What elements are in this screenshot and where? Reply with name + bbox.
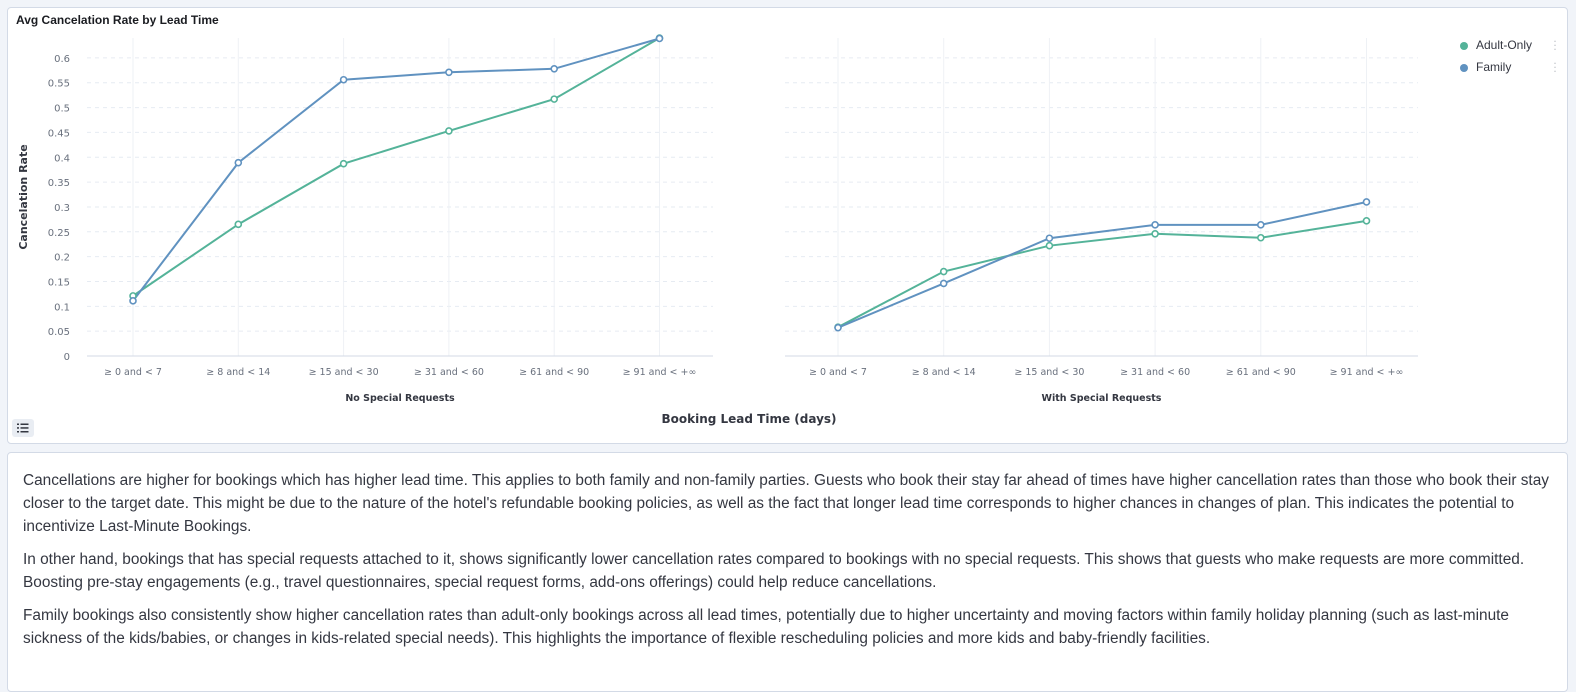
legend-label: Family — [1476, 60, 1512, 74]
data-point — [1151, 221, 1159, 229]
legend-item-family[interactable]: Family ▫ ▫ ▫ — [1460, 60, 1562, 82]
legend-color-dot — [1460, 42, 1468, 50]
x-tick-label: ≥ 8 and < 14 — [206, 367, 270, 378]
x-tick-label: ≥ 15 and < 30 — [1014, 367, 1084, 378]
list-icon — [17, 423, 29, 433]
data-point — [834, 323, 842, 332]
y-tick-label: 0 — [64, 352, 70, 363]
insight-text: Cancellations are higher for bookings wh… — [23, 469, 1553, 660]
data-point — [550, 65, 559, 73]
data-point — [1362, 198, 1371, 206]
y-tick-label: 0.3 — [54, 203, 70, 214]
y-axis-title: Cancelation Rate — [17, 144, 30, 249]
y-tick-label: 0.1 — [54, 302, 70, 313]
y-tick-label: 0.25 — [48, 228, 70, 239]
panel-title: Avg Cancelation Rate by Lead Time — [16, 13, 219, 27]
data-point — [445, 68, 453, 77]
series-line-family — [837, 200, 1367, 329]
data-point — [445, 127, 453, 135]
data-point — [339, 159, 348, 168]
series-line-adult-only — [837, 219, 1367, 329]
data-point — [339, 75, 348, 84]
data-point — [1045, 234, 1054, 243]
x-tick-label: ≥ 31 and < 60 — [414, 367, 484, 378]
legend-item-menu-icon[interactable]: ▫ ▫ ▫ — [1554, 39, 1556, 53]
paragraph-2: In other hand, bookings that has special… — [23, 551, 1525, 591]
data-point — [1362, 217, 1371, 225]
markdown-panel: Cancellations are higher for bookings wh… — [7, 452, 1568, 692]
line-chart: Cancelation Rate 0 0.05 0.1 0.15 0.2 0.25 0.3 0.… — [17, 34, 1418, 426]
data-point — [234, 220, 243, 229]
y-tick-label: 0.6 — [54, 54, 70, 65]
x-tick-label: ≥ 91 and < +∞ — [1330, 367, 1404, 378]
y-tick-label: 0.55 — [48, 79, 70, 90]
x-tick-label: ≥ 31 and < 60 — [1120, 367, 1190, 378]
paragraph-1: Cancellations are higher for bookings wh… — [23, 472, 1549, 535]
data-point — [939, 267, 948, 276]
legend-item-menu-icon[interactable]: ▫ ▫ ▫ — [1554, 61, 1556, 75]
legend-toggle-button[interactable] — [12, 419, 34, 437]
paragraph-3: Family bookings also consistently show h… — [23, 607, 1509, 647]
series-line-adult-only — [132, 37, 661, 297]
data-point — [550, 95, 559, 103]
x-tick-label: ≥ 15 and < 30 — [309, 367, 379, 378]
legend-label: Adult-Only — [1476, 38, 1533, 52]
y-tick-label: 0.5 — [54, 104, 70, 115]
y-tick-label: 0.4 — [54, 153, 70, 164]
x-tick-label: ≥ 91 and < +∞ — [623, 367, 697, 378]
y-tick-label: 0.05 — [48, 327, 70, 338]
x-tick-label: ≥ 8 and < 14 — [912, 367, 976, 378]
data-point — [1257, 233, 1265, 242]
data-point — [1257, 221, 1265, 229]
chart-panel: Avg Cancelation Rate by Lead Time Cancel… — [7, 7, 1568, 444]
y-tick-label: 0.45 — [48, 128, 70, 139]
x-axis-title: Booking Lead Time (days) — [661, 412, 836, 426]
series-line-family — [132, 37, 660, 302]
y-tick-label: 0.35 — [48, 178, 70, 189]
x-tick-label: ≥ 0 and < 7 — [809, 367, 867, 378]
x-tick-label: ≥ 61 and < 90 — [1226, 367, 1296, 378]
facet-label: No Special Requests — [345, 393, 455, 404]
x-tick-label: ≥ 61 and < 90 — [519, 367, 589, 378]
legend: Adult-Only ▫ ▫ ▫ Family ▫ ▫ ▫ — [1460, 38, 1562, 82]
facet-label: With Special Requests — [1042, 393, 1162, 404]
data-point — [939, 279, 948, 288]
legend-item-adult-only[interactable]: Adult-Only ▫ ▫ ▫ — [1460, 38, 1562, 60]
data-point — [655, 34, 664, 43]
y-tick-label: 0.2 — [54, 253, 70, 264]
data-point — [234, 158, 243, 167]
x-tick-label: ≥ 0 and < 7 — [104, 367, 162, 378]
data-point — [129, 297, 137, 305]
y-tick-label: 0.15 — [48, 277, 70, 288]
data-point — [1151, 229, 1159, 238]
data-point — [1045, 241, 1054, 250]
legend-color-dot — [1460, 64, 1468, 72]
